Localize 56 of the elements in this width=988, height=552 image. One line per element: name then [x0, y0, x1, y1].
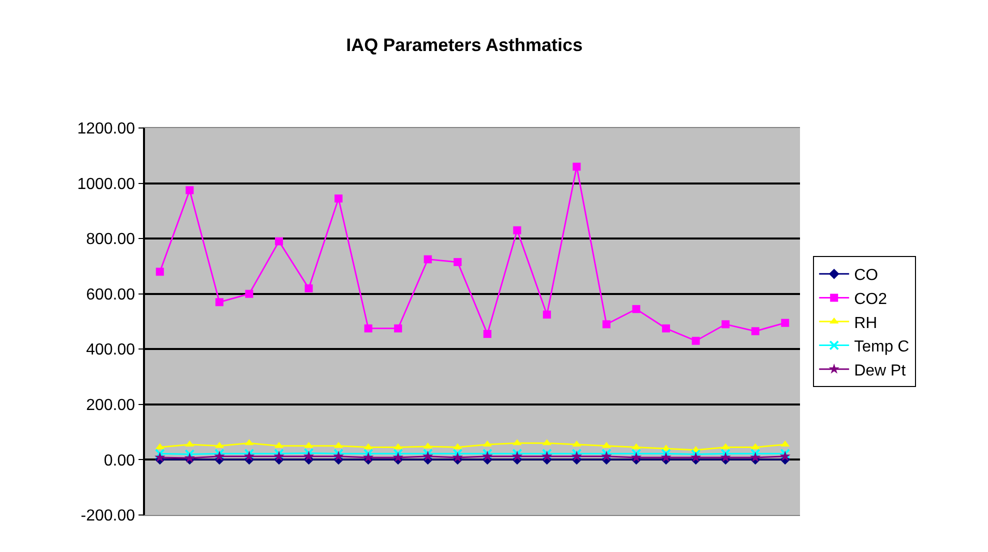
point [154, 448, 165, 459]
point [245, 290, 254, 298]
y-tick-label: 600.00 [86, 286, 136, 304]
point [186, 186, 194, 194]
point [750, 452, 761, 462]
point [452, 448, 463, 459]
legend-label: CO [854, 267, 878, 284]
point [304, 448, 314, 458]
point [632, 305, 640, 314]
point [362, 452, 374, 462]
point [363, 448, 374, 459]
point [454, 258, 462, 266]
y-tick-label: 200.00 [86, 397, 136, 414]
point [690, 452, 702, 462]
point [720, 448, 731, 459]
point [662, 324, 670, 332]
point [661, 448, 672, 459]
point [334, 194, 343, 202]
point [572, 162, 581, 171]
point [781, 318, 790, 327]
point [602, 320, 610, 328]
point [750, 448, 760, 459]
point [631, 448, 642, 459]
y-tick-label: 0.00 [104, 452, 136, 470]
point [692, 336, 700, 345]
point [660, 452, 672, 462]
point [630, 452, 642, 462]
point [452, 452, 463, 462]
point [215, 298, 224, 306]
point [184, 449, 195, 460]
point [364, 324, 372, 332]
y-tick-label: 1000.00 [77, 176, 136, 193]
point [274, 237, 283, 246]
legend-label: RH [854, 314, 878, 332]
point [722, 320, 730, 328]
legend-label: CO2 [854, 290, 888, 308]
point [394, 324, 402, 332]
point [304, 284, 313, 292]
point [392, 452, 404, 462]
y-tick-label: 800.00 [86, 231, 136, 248]
point [542, 310, 551, 319]
point [424, 255, 432, 264]
point [393, 448, 404, 459]
point [751, 327, 760, 336]
point [513, 226, 522, 234]
point [303, 450, 314, 461]
legend-label: Dew Pt [854, 362, 906, 380]
legend-label: Temp C [854, 338, 910, 356]
chart-title: IAQ Parameters Asthmatics [346, 35, 583, 56]
point [154, 452, 166, 462]
point [720, 452, 731, 462]
y-tick-label: 400.00 [86, 342, 136, 359]
y-tick-label: 1200.00 [77, 120, 136, 138]
point [156, 268, 164, 276]
y-tick-label: -200.00 [80, 508, 136, 525]
point [483, 330, 492, 338]
